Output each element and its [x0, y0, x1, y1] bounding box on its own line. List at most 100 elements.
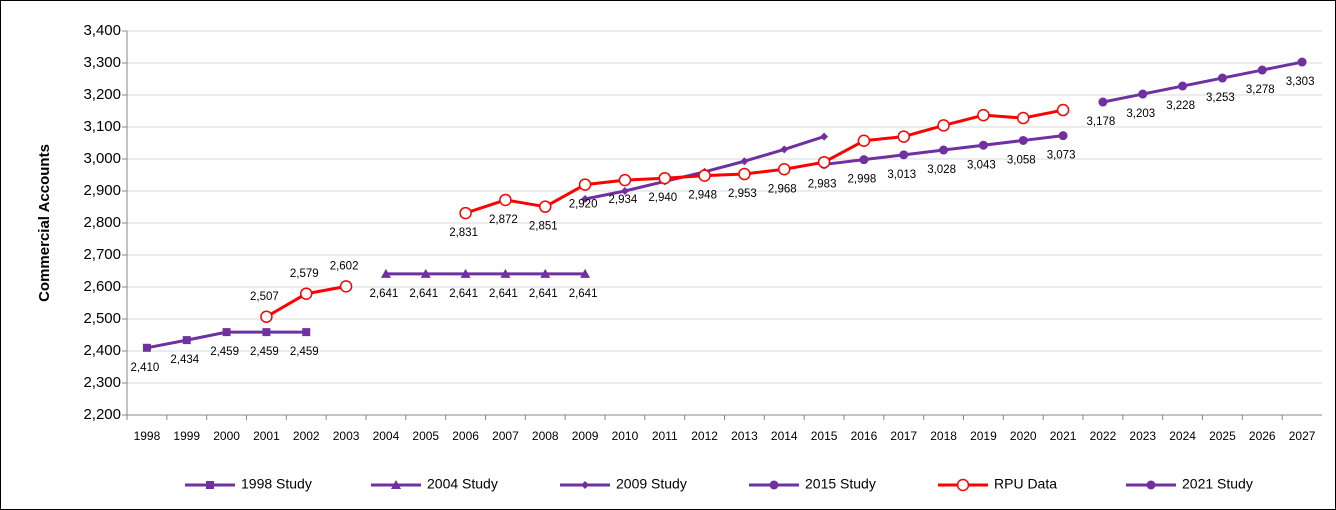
- data-point: [780, 145, 789, 154]
- data-point: [300, 287, 313, 300]
- data-point: [222, 328, 231, 337]
- value-label: 2,641: [489, 288, 518, 300]
- value-label: 2,507: [250, 291, 279, 303]
- value-label: 3,043: [967, 159, 996, 171]
- x-tick-label: 2013: [731, 429, 758, 443]
- value-label: 2,434: [170, 354, 199, 366]
- data-point: [1098, 97, 1108, 107]
- x-tick-label: 2014: [771, 429, 798, 443]
- value-label: 2,872: [489, 214, 518, 226]
- x-tick-label: 2002: [293, 429, 320, 443]
- value-label: 3,278: [1246, 84, 1275, 96]
- value-label: 3,253: [1206, 92, 1235, 104]
- value-label: 2,940: [648, 192, 677, 204]
- legend-marker: [206, 481, 214, 489]
- x-tick-label: 2016: [851, 429, 878, 443]
- x-tick-label: 2024: [1169, 429, 1196, 443]
- x-tick-label: 2023: [1129, 429, 1156, 443]
- data-point: [1297, 57, 1307, 67]
- y-tick-label: 2,200: [83, 406, 121, 423]
- x-tick-label: 2020: [1010, 429, 1037, 443]
- data-point: [580, 268, 591, 278]
- data-point: [899, 150, 909, 160]
- x-tick-label: 2022: [1090, 429, 1117, 443]
- x-tick-label: 2000: [213, 429, 240, 443]
- x-tick-label: 1998: [134, 429, 161, 443]
- value-label: 2,948: [688, 190, 717, 202]
- legend-label: 2015 Study: [805, 476, 876, 492]
- data-point: [380, 268, 391, 278]
- data-point: [738, 167, 751, 181]
- value-label: 3,013: [887, 169, 916, 181]
- x-tick-label: 2008: [532, 429, 559, 443]
- data-point: [302, 328, 311, 337]
- data-point: [1257, 65, 1267, 75]
- legend-label: RPU Data: [994, 476, 1057, 492]
- value-label: 2,934: [609, 194, 638, 206]
- data-point: [658, 171, 671, 185]
- value-label: 3,058: [1007, 154, 1036, 166]
- legend-item: 2021 Study: [1126, 476, 1253, 492]
- x-tick-label: 2011: [652, 429, 678, 443]
- data-point: [260, 310, 273, 324]
- y-tick-label: 2,500: [83, 310, 121, 327]
- data-point: [620, 187, 629, 195]
- data-point: [1056, 103, 1070, 117]
- value-label: 2,459: [250, 346, 279, 358]
- x-tick-label: 2021: [1050, 429, 1077, 443]
- value-label: 2,851: [529, 221, 558, 233]
- value-label: 2,579: [290, 268, 319, 280]
- value-label: 2,459: [210, 346, 239, 358]
- data-point: [977, 108, 990, 122]
- legend-item: 2009 Study: [560, 476, 687, 492]
- data-point: [1217, 73, 1227, 83]
- legend-item: RPU Data: [938, 476, 1057, 492]
- value-label: 3,203: [1126, 108, 1155, 120]
- data-point: [539, 200, 552, 213]
- data-point: [618, 173, 632, 187]
- legend-item: 2015 Study: [749, 476, 876, 492]
- legend-label: 2004 Study: [427, 476, 498, 492]
- legend-marker: [1146, 480, 1156, 490]
- value-label: 2,641: [370, 288, 399, 300]
- legend-marker: [581, 481, 589, 489]
- value-label: 3,073: [1047, 150, 1076, 162]
- data-point: [820, 132, 829, 141]
- x-tick-label: 2019: [970, 429, 997, 443]
- x-tick-label: 2025: [1209, 429, 1236, 443]
- x-tick-label: 2015: [811, 429, 838, 443]
- value-label: 2,641: [449, 288, 478, 300]
- legend-marker: [956, 478, 970, 492]
- y-tick-label: 2,900: [83, 182, 121, 199]
- x-tick-label: 2005: [412, 429, 439, 443]
- x-tick-label: 2026: [1249, 429, 1276, 443]
- data-point: [939, 145, 949, 155]
- legend-item: 1998 Study: [185, 476, 312, 492]
- value-label: 2,459: [290, 346, 319, 358]
- data-point: [1178, 81, 1188, 91]
- data-point: [142, 343, 151, 352]
- value-label: 2,641: [569, 288, 598, 300]
- data-point: [937, 119, 950, 132]
- data-point: [460, 268, 471, 278]
- y-tick-label: 2,700: [83, 246, 121, 263]
- value-label: 2,983: [808, 178, 837, 190]
- data-point: [978, 140, 988, 150]
- value-label: 2,998: [848, 174, 877, 186]
- data-point: [778, 162, 791, 176]
- x-tick-label: 2012: [691, 429, 718, 443]
- value-label: 2,920: [569, 199, 598, 211]
- data-point: [859, 155, 869, 165]
- x-tick-label: 2009: [572, 429, 599, 443]
- legend-label: 1998 Study: [241, 476, 312, 492]
- legend-label: 2009 Study: [616, 476, 687, 492]
- y-tick-label: 3,200: [83, 86, 121, 103]
- data-point: [897, 130, 910, 143]
- y-tick-label: 3,400: [83, 22, 121, 39]
- data-point: [581, 195, 590, 203]
- legend-item: 2004 Study: [371, 476, 498, 492]
- y-tick-label: 2,600: [83, 278, 121, 295]
- legend-marker: [391, 480, 401, 489]
- value-label: 2,410: [131, 362, 160, 374]
